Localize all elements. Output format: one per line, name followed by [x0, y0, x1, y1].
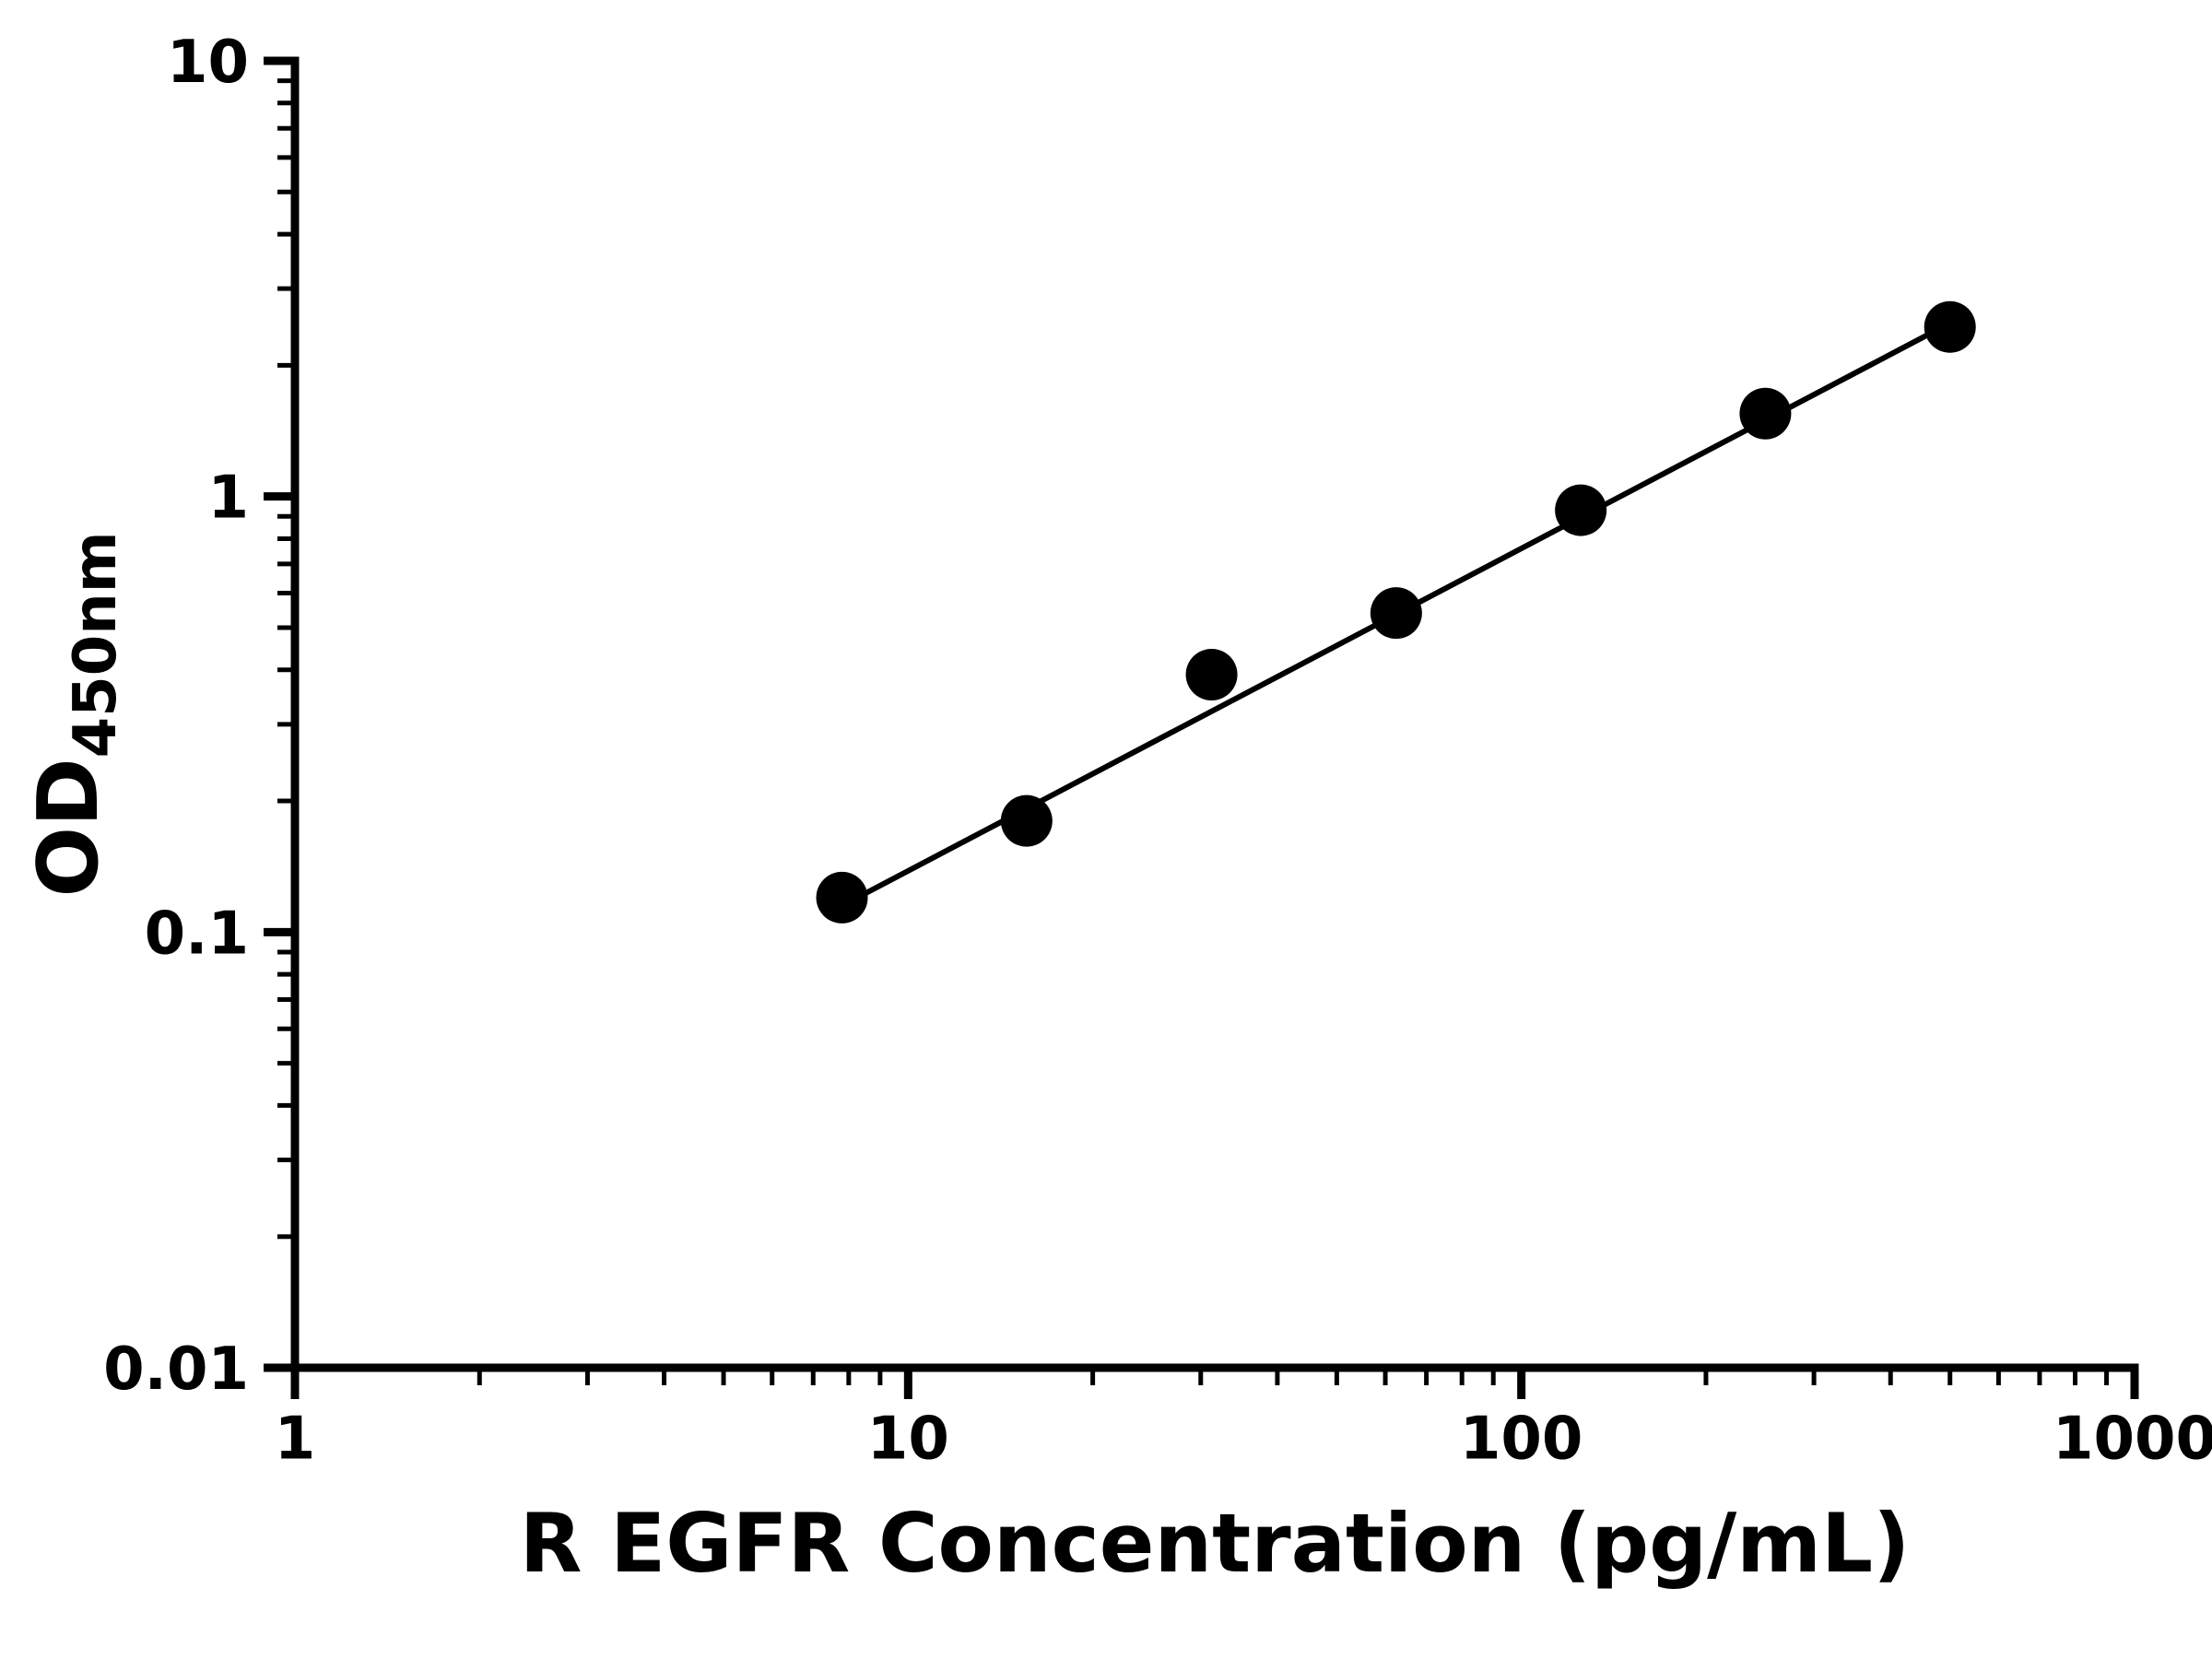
- y-axis-title: OD450nm: [20, 531, 130, 897]
- data-point: [1370, 587, 1422, 640]
- y-axis-title-subscript: 450nm: [62, 531, 130, 758]
- x-tick-label: 10: [867, 1405, 949, 1473]
- x-tick-label: 1000: [2053, 1405, 2212, 1473]
- y-axis-title-main: OD: [20, 758, 117, 897]
- data-point: [1185, 648, 1238, 700]
- y-tick-label: 0.01: [103, 1335, 249, 1404]
- data-point: [1924, 300, 1976, 353]
- x-tick-label: 100: [1460, 1405, 1583, 1473]
- y-tick-label: 1: [207, 465, 249, 533]
- data-point: [816, 871, 868, 924]
- data-point: [1739, 387, 1792, 440]
- x-axis-title: R EGFR Concentration (pg/mL): [520, 1496, 1911, 1591]
- data-point: [1555, 484, 1607, 536]
- y-tick-label: 10: [167, 29, 249, 97]
- data-point: [1000, 794, 1053, 847]
- y-tick-label: 0.1: [145, 900, 249, 968]
- x-tick-label: 1: [275, 1405, 316, 1473]
